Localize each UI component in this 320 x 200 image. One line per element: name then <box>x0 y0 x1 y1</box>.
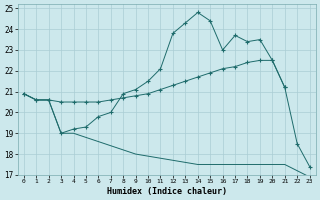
X-axis label: Humidex (Indice chaleur): Humidex (Indice chaleur) <box>107 187 227 196</box>
